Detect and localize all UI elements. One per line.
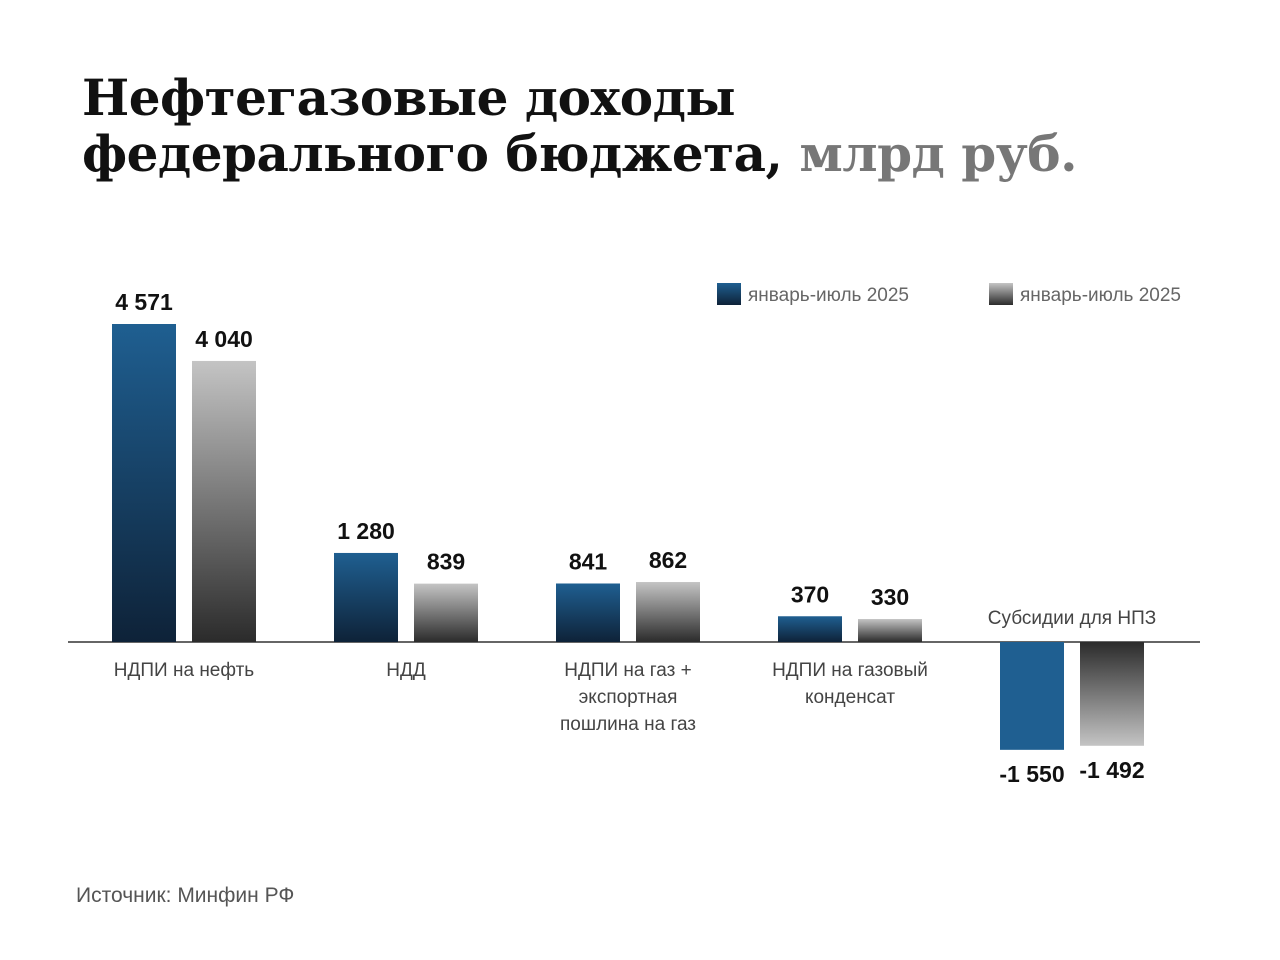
category-label-1-1: НДПИ на нефть (114, 660, 254, 681)
data-label-series1-4: 370 (791, 581, 829, 607)
legend-swatch-2 (989, 283, 1013, 305)
category-label-4-2: конденсат (805, 687, 895, 708)
bar-series2-4 (858, 619, 922, 642)
source-note: Источник: Минфин РФ (76, 884, 295, 907)
category-label-3-3: пошлина на газ (560, 714, 696, 735)
data-label-series1-5: -1 550 (999, 761, 1064, 787)
bar-series1-2 (334, 552, 398, 642)
data-label-series2-2: 839 (427, 549, 465, 575)
legend-swatch-1 (717, 283, 741, 305)
bar-series2-2 (414, 583, 478, 642)
data-label-series1-2: 1 280 (337, 518, 395, 544)
category-label-3-1: НДПИ на газ + (564, 660, 691, 681)
category-label-5-1: Субсидии для НПЗ (988, 608, 1156, 629)
data-label-series2-4: 330 (871, 584, 909, 610)
data-label-series2-1: 4 040 (195, 326, 253, 352)
data-label-series2-5: -1 492 (1079, 757, 1144, 783)
bar-series2-5 (1080, 642, 1144, 746)
category-label-4-1: НДПИ на газовый (772, 660, 928, 681)
bar-series1-1 (112, 324, 176, 642)
chart-title: Нефтегазовые доходы федерального бюджета… (82, 70, 1077, 182)
data-label-series1-3: 841 (569, 548, 608, 574)
legend-label-1: январь-июль 2025 (748, 285, 909, 306)
bar-series2-3 (636, 582, 700, 642)
bar-series1-4 (778, 616, 842, 642)
data-label-series2-3: 862 (649, 547, 687, 573)
title-unit: млрд руб. (799, 124, 1077, 183)
bar-series1-3 (556, 583, 620, 642)
legend-label-2: январь-июль 2025 (1020, 285, 1181, 306)
category-label-2-1: НДД (386, 660, 426, 681)
category-label-3-2: экспортная (579, 687, 678, 708)
title-line-1: Нефтегазовые доходы (82, 68, 736, 127)
bar-series1-5 (1000, 642, 1064, 750)
data-label-series1-1: 4 571 (115, 289, 173, 315)
bar-series2-1 (192, 360, 256, 642)
title-line-2: федерального бюджета, (82, 124, 783, 183)
